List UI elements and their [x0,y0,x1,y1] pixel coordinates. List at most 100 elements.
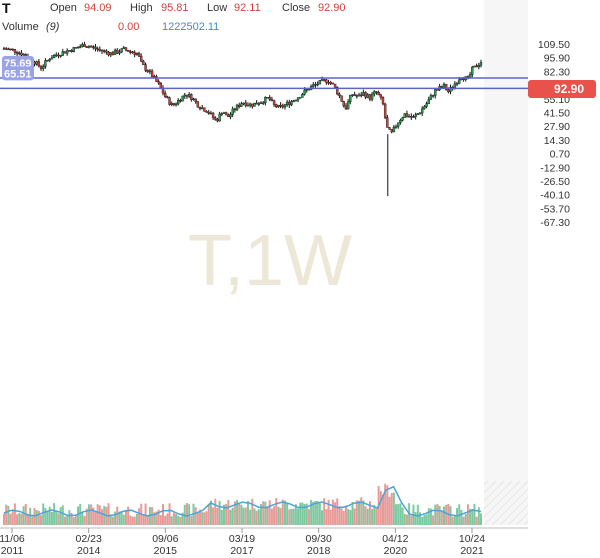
candle-body [468,74,472,78]
volume-bar [151,507,154,525]
candle-body [275,104,278,108]
volume-bar [312,501,315,525]
candle-body [333,83,337,88]
volume-bar [253,508,256,525]
volume-bar [334,502,337,525]
candle-body [377,92,380,96]
candle-body [390,129,393,133]
volume-bar [120,511,123,525]
low-label: Low [207,2,228,14]
volume-bar [170,516,173,525]
volume-bar [353,508,356,525]
candle-body [259,102,263,104]
x-tick-year: 2015 [154,545,178,557]
volume-bar [238,502,241,525]
candle-body [442,83,446,88]
candle-body [312,84,315,87]
volume-bar [218,500,221,525]
last-price-badge: 92.90 [528,80,596,98]
volume-bar [403,514,406,525]
volume-bar [26,513,29,525]
y-tick-label: 0.70 [550,149,571,161]
volume-bar [477,507,480,525]
candle-body [13,49,17,53]
high-value: 95.81 [161,2,189,14]
candle-body [381,96,385,105]
volume-bar [31,515,34,525]
volume-period: (9) [46,21,60,33]
volume-bar [390,492,393,525]
volume-bar [131,516,134,525]
volume-bar [61,505,64,525]
volume-bar [11,510,14,525]
volume-bar [90,504,93,525]
candle-body [20,52,23,56]
candle-body [307,89,311,91]
candle-body [362,92,365,96]
volume-bar [201,512,204,525]
volume-bar [434,504,437,525]
volume-bar [164,515,167,525]
volume-bar [225,504,228,525]
volume-bar [233,501,236,525]
volume-bar [373,505,376,525]
candle-body [455,83,459,85]
candle-body [379,94,383,98]
candle-body [447,89,450,92]
volume-bar [83,516,86,525]
candle-body [281,105,284,108]
volume-bar [79,503,82,525]
hatch-line [499,496,528,525]
volume-bar [114,511,117,525]
volume-bar [16,514,19,525]
candle-body [205,111,208,113]
candle-body [375,91,378,93]
volume-bar [142,514,145,525]
candle-body [471,66,474,75]
candle-body [129,51,132,53]
volume-bar [190,516,193,525]
volume-bar [416,504,419,525]
candle-body [52,55,56,59]
volume-bar [172,512,175,525]
candle-body [242,102,245,105]
candle-body [39,65,43,69]
volume-bar [42,503,45,525]
candle-body [416,113,420,116]
candle-body [322,79,326,81]
candle-body [453,83,457,88]
hatch-line [484,480,528,525]
volume-bar [344,505,347,525]
volume-bar [453,515,456,525]
volume-bar [68,510,71,525]
candle-body [48,59,51,61]
x-tick-label: 09/30 [306,533,332,545]
volume-bar [288,509,291,525]
y-tick-label: 109.50 [538,39,570,51]
volume-bar [244,507,247,525]
candle-body [353,94,356,96]
candle-body [414,114,417,117]
volume-bar [175,513,178,525]
volume-bar [22,506,25,525]
horizontal-level-badge[interactable] [2,66,34,81]
volume-bar [3,513,5,525]
candle-body [355,95,359,97]
candle-body [76,47,80,49]
volume-bar [107,503,110,525]
candle-body [46,59,49,62]
candle-body [113,49,117,55]
candle-body [57,54,60,57]
candle-body [427,99,430,104]
volume-bar [321,510,323,525]
candle-body [55,54,58,57]
volume-bar [423,514,426,525]
volume-bar [20,513,23,525]
candle-body [388,127,391,130]
candle-body [303,89,306,95]
volume-bar [270,508,273,525]
candle-body [170,103,173,105]
candle-body [370,93,374,100]
